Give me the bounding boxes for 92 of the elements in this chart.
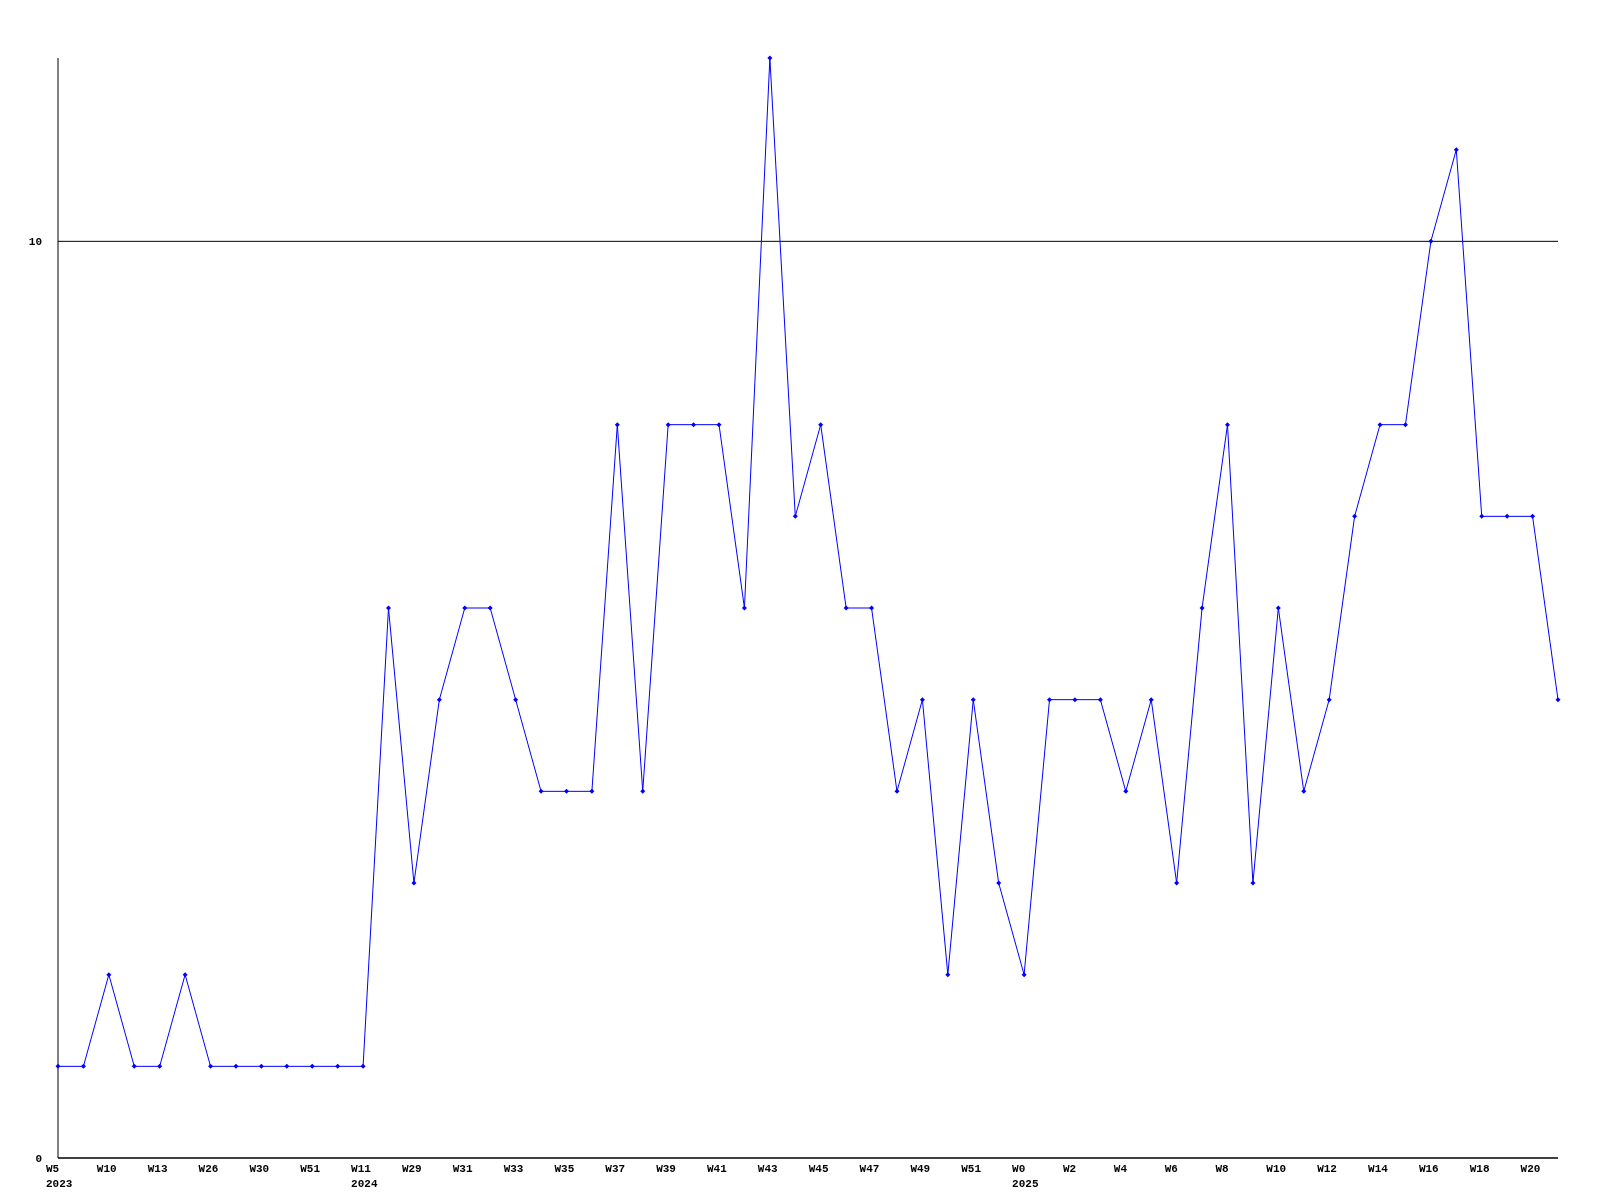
point bbox=[1072, 697, 1078, 703]
point bbox=[996, 880, 1002, 886]
point bbox=[818, 422, 824, 428]
point bbox=[106, 972, 112, 978]
point bbox=[970, 697, 976, 703]
point bbox=[1504, 513, 1510, 519]
x-tick-label: W5 2023 bbox=[46, 1163, 73, 1190]
point bbox=[309, 1063, 315, 1069]
x-tick-label: W26 bbox=[198, 1163, 219, 1175]
point bbox=[284, 1063, 290, 1069]
point bbox=[894, 788, 900, 794]
x-tick-label: W0 2025 bbox=[1012, 1163, 1039, 1190]
point bbox=[614, 422, 620, 428]
point bbox=[741, 605, 747, 611]
point bbox=[1453, 147, 1459, 153]
x-tick-label: W51 bbox=[961, 1163, 982, 1175]
x-tick-label: W51 bbox=[300, 1163, 321, 1175]
point bbox=[767, 55, 773, 61]
x-tick-label: W31 bbox=[452, 1163, 473, 1175]
point bbox=[1326, 697, 1332, 703]
x-tick-label: W41 bbox=[707, 1163, 728, 1175]
point bbox=[1377, 422, 1383, 428]
point bbox=[945, 972, 951, 978]
x-tick-label: W8 bbox=[1215, 1163, 1230, 1175]
point bbox=[386, 605, 392, 611]
point bbox=[1174, 880, 1180, 886]
point bbox=[589, 788, 595, 794]
y-tick-label: 10 bbox=[28, 236, 42, 249]
point bbox=[1148, 697, 1154, 703]
x-tick-label: W33 bbox=[503, 1163, 524, 1175]
point bbox=[716, 422, 722, 428]
point bbox=[1402, 422, 1408, 428]
point bbox=[1555, 697, 1561, 703]
point bbox=[411, 880, 417, 886]
x-tick-label: W30 bbox=[249, 1163, 270, 1175]
point bbox=[538, 788, 544, 794]
point bbox=[157, 1063, 163, 1069]
x-tick-label: W10 bbox=[96, 1163, 117, 1175]
point bbox=[360, 1063, 366, 1069]
point bbox=[1275, 605, 1281, 611]
x-tick-label: W6 bbox=[1164, 1163, 1178, 1175]
x-tick-label: W14 bbox=[1368, 1163, 1389, 1175]
point bbox=[1352, 513, 1358, 519]
point bbox=[208, 1063, 214, 1069]
point bbox=[792, 513, 798, 519]
x-tick-label: W2 bbox=[1062, 1163, 1077, 1175]
point bbox=[1250, 880, 1256, 886]
point bbox=[335, 1063, 341, 1069]
x-tick-label: W16 bbox=[1418, 1163, 1439, 1175]
x-tick-label: W37 bbox=[605, 1163, 626, 1175]
x-tick-label: W43 bbox=[757, 1163, 779, 1175]
point bbox=[513, 697, 519, 703]
x-tick-label: W29 bbox=[401, 1163, 422, 1175]
point bbox=[436, 697, 442, 703]
point bbox=[1199, 605, 1205, 611]
point bbox=[1428, 238, 1434, 244]
point bbox=[1097, 697, 1103, 703]
point bbox=[843, 605, 849, 611]
x-tick-label: W18 bbox=[1469, 1163, 1490, 1175]
point bbox=[258, 1063, 264, 1069]
x-tick-label: W49 bbox=[910, 1163, 931, 1175]
point bbox=[233, 1063, 239, 1069]
x-tick-label: W35 bbox=[554, 1163, 575, 1175]
point bbox=[640, 788, 646, 794]
x-tick-label: W10 bbox=[1266, 1163, 1287, 1175]
point bbox=[487, 605, 493, 611]
point bbox=[563, 788, 569, 794]
point bbox=[1047, 697, 1053, 703]
y-tick-label: 0 bbox=[35, 1152, 42, 1165]
x-tick-label: W11 2024 bbox=[351, 1163, 378, 1190]
x-tick-label: W39 bbox=[656, 1163, 676, 1175]
x-tick-label: W12 bbox=[1317, 1163, 1337, 1175]
point bbox=[1301, 788, 1307, 794]
point bbox=[869, 605, 875, 611]
point bbox=[80, 1063, 86, 1069]
point bbox=[1021, 972, 1027, 978]
x-tick-label: W13 bbox=[147, 1163, 168, 1175]
point bbox=[919, 697, 925, 703]
point bbox=[55, 1063, 61, 1069]
point bbox=[691, 422, 697, 428]
x-tick-label: W4 bbox=[1113, 1163, 1128, 1175]
x-tick-label: W20 bbox=[1520, 1163, 1541, 1175]
point bbox=[1479, 513, 1485, 519]
point bbox=[182, 972, 188, 978]
point bbox=[1123, 788, 1129, 794]
x-tick-label: W45 bbox=[808, 1163, 829, 1175]
point bbox=[131, 1063, 137, 1069]
point bbox=[1530, 513, 1536, 519]
x-tick-label: W47 bbox=[859, 1163, 880, 1175]
point bbox=[462, 605, 468, 611]
point bbox=[665, 422, 671, 428]
point bbox=[1224, 422, 1230, 428]
